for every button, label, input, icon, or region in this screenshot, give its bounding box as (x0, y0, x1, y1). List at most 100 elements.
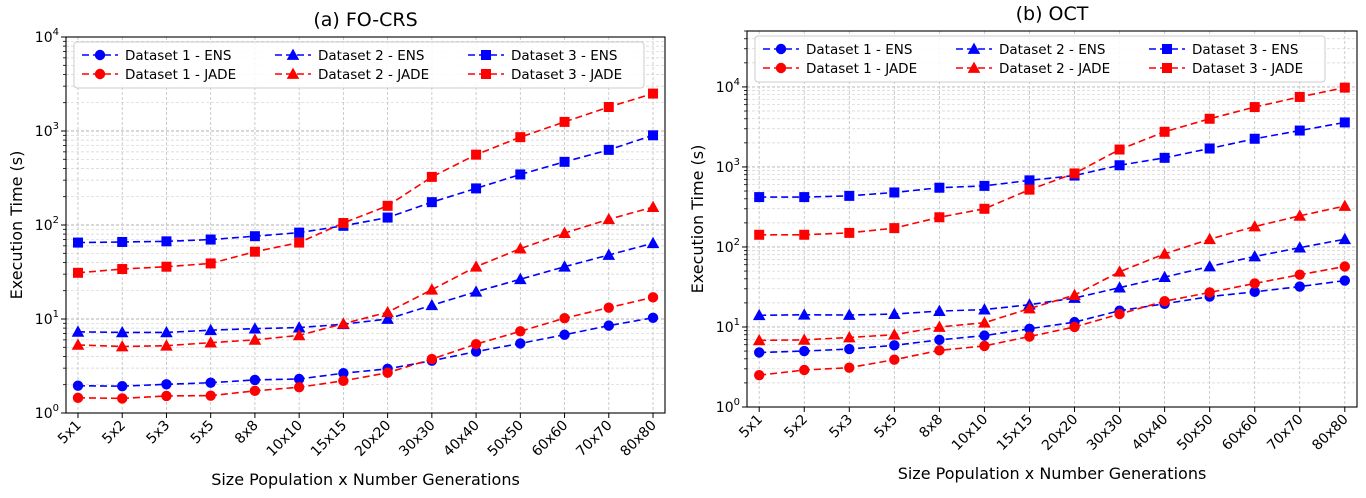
data-point (205, 377, 216, 388)
legend-marker (967, 61, 981, 73)
data-point (382, 212, 393, 223)
data-point (1024, 175, 1035, 186)
data-point (1294, 91, 1305, 102)
data-point (1113, 265, 1126, 277)
legend-entry: Dataset 2 - JADE (275, 67, 429, 83)
data-point (382, 367, 393, 378)
x-tick-label: 5x1 (736, 412, 766, 442)
legend-entry: Dataset 3 - JADE (468, 67, 622, 83)
data-point (754, 347, 765, 358)
data-point (978, 303, 991, 315)
data-point (647, 292, 659, 303)
data-point (1023, 302, 1036, 314)
data-point (602, 212, 616, 225)
data-point (205, 258, 216, 269)
data-point (1068, 288, 1081, 301)
x-tick-label: 8x8 (916, 412, 946, 442)
legend-marker (480, 50, 491, 61)
data-point (1113, 281, 1126, 293)
data-point (1024, 331, 1035, 342)
data-point (754, 192, 765, 203)
legend-box (754, 35, 1326, 83)
data-point (248, 322, 262, 334)
data-point (1249, 102, 1260, 113)
data-point (161, 236, 172, 247)
data-point (471, 149, 482, 160)
data-point (889, 223, 900, 234)
x-tick-label: 5x3 (826, 412, 856, 442)
series-dataset-2-jade (71, 200, 660, 352)
x-tick-label: 5x5 (871, 412, 901, 442)
data-point (797, 308, 811, 320)
data-point (558, 260, 571, 272)
y-tick-label: 102 (35, 215, 59, 234)
data-point (1159, 152, 1170, 163)
x-tick-label: 30x30 (396, 418, 438, 460)
data-point (292, 328, 306, 341)
legend-label: Dataset 3 - JADE (1192, 61, 1303, 77)
legend-entry: Dataset 1 - JADE (82, 67, 236, 83)
legend-label: Dataset 1 - ENS (125, 48, 231, 64)
data-point (603, 302, 614, 313)
x-tick-label: 50x50 (485, 418, 527, 460)
legend-label: Dataset 3 - ENS (511, 48, 617, 64)
x-tick-label: 80x80 (617, 418, 659, 460)
plot-frame (65, 36, 666, 414)
data-point (425, 298, 439, 311)
data-point (338, 218, 349, 229)
data-point (934, 334, 945, 346)
data-point (381, 305, 394, 318)
legend-marker (775, 43, 787, 55)
x-tick-label: 10x10 (949, 412, 991, 454)
grid (747, 30, 1357, 408)
data-point (117, 380, 128, 392)
data-point (1204, 287, 1215, 298)
legend-label: Dataset 2 - JADE (318, 67, 429, 83)
x-tick-label: 5x2 (99, 418, 129, 448)
data-point (204, 336, 217, 348)
series-line (759, 265, 1345, 376)
series-line (77, 134, 654, 244)
data-point (933, 304, 946, 316)
x-tick-label: 70x70 (573, 418, 615, 460)
data-point (889, 340, 900, 351)
data-point (381, 312, 394, 324)
data-point (1203, 260, 1216, 272)
data-point (1339, 117, 1350, 128)
data-point (425, 283, 439, 295)
data-point (646, 200, 660, 212)
data-point (117, 264, 128, 275)
chart-oct: 100 101 102 103 104 5x1 5x2 5x3 5x5 8x8 10x10 15x15… (688, 3, 1358, 483)
legend-entry: Dataset 1 - JADE (763, 61, 917, 77)
data-point (515, 338, 526, 349)
data-point (161, 379, 172, 390)
legend-entry: Dataset 2 - ENS (956, 42, 1105, 58)
data-point (1294, 125, 1305, 136)
legend: Dataset 1 - ENS Dataset 1 - JADE Dataset 2… (73, 41, 645, 89)
data-point (293, 382, 305, 393)
data-point (1114, 160, 1125, 171)
series-dataset-3-ens (754, 117, 1350, 203)
data-point (515, 132, 526, 143)
x-tick-label: 60x60 (1219, 412, 1261, 454)
data-point (1204, 143, 1215, 154)
data-point (294, 227, 305, 238)
y-tick-label: 103 (716, 157, 740, 176)
chart-title: (a) FO-CRS (313, 9, 417, 31)
legend-marker (775, 62, 787, 74)
series-dataset-1-ens (72, 312, 659, 392)
data-point (752, 333, 766, 346)
series-dataset-3-jade (754, 82, 1350, 240)
data-point (71, 325, 85, 337)
legend-entry: Dataset 3 - JADE (1149, 61, 1303, 77)
data-point (979, 203, 990, 214)
data-point (204, 323, 217, 336)
data-point (249, 385, 261, 397)
data-point (248, 333, 262, 345)
x-tick-label: 15x15 (308, 418, 350, 460)
y-tick-label: 100 (716, 397, 740, 416)
data-point (205, 390, 216, 401)
data-point (426, 197, 437, 208)
data-point (249, 374, 261, 386)
x-tick-label: 70x70 (1264, 412, 1306, 454)
